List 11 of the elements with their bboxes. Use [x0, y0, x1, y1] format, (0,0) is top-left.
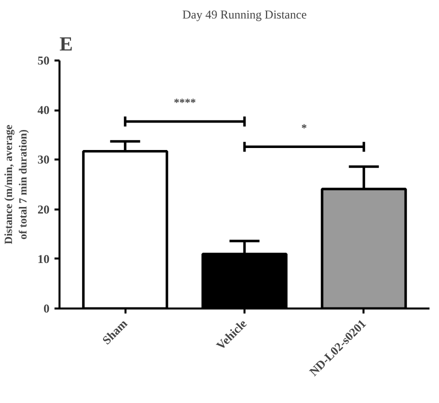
chart-title: Day 49 Running Distance [182, 8, 307, 22]
annotation: * [301, 122, 308, 134]
y-tick-label: 40 [38, 103, 50, 118]
annotation: **** [174, 97, 196, 110]
y-axis-title: Distance (m/min, average of total 7 min duration) [3, 124, 30, 244]
y-tick-label: 30 [38, 152, 50, 167]
y-tick-label: 20 [38, 202, 50, 216]
y-tick-label: 0 [44, 302, 50, 316]
text: E [60, 34, 73, 56]
y-tick-label: 10 [38, 252, 50, 266]
y-tick-label: 50 [38, 54, 50, 68]
